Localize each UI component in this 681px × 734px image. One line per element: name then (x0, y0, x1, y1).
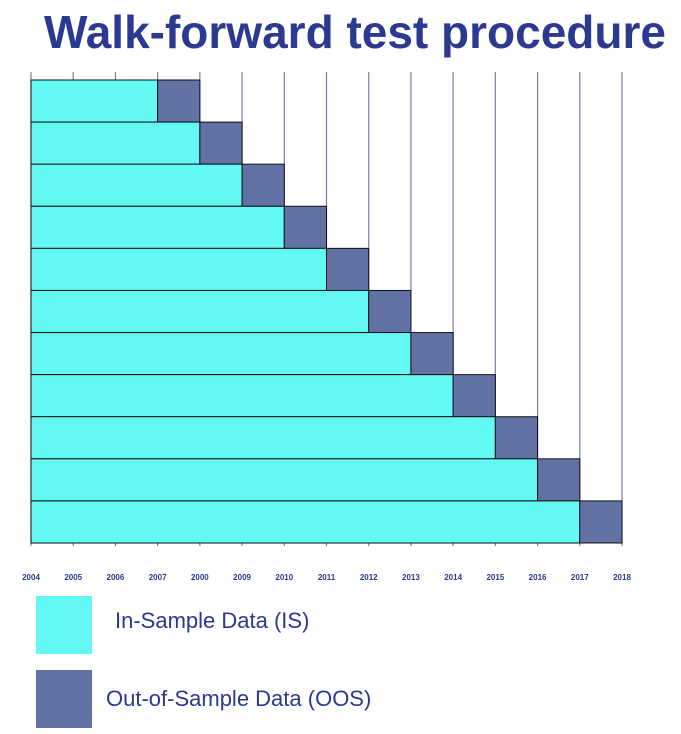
legend-label: In-Sample Data (IS) (115, 608, 309, 633)
is-bar (30, 289, 370, 334)
is-bar (30, 458, 539, 502)
x-tick-label: 2015 (486, 573, 504, 582)
x-tick-label: 2007 (149, 573, 167, 582)
is-bar (30, 374, 454, 418)
is-bar (30, 163, 243, 207)
legend-swatch (36, 596, 92, 654)
x-tick-label: 2010 (275, 573, 293, 582)
chart-title: Walk-forward test procedure (44, 6, 666, 58)
is-bar (30, 247, 327, 291)
x-tick-label: 2017 (571, 573, 589, 582)
x-tick-label: 2013 (402, 573, 420, 582)
is-bar (30, 332, 412, 376)
is-bar (30, 416, 496, 460)
legend-swatch (36, 670, 92, 728)
oos-bar (452, 374, 496, 418)
x-tick-label: 2012 (360, 573, 378, 582)
is-bar (30, 500, 581, 544)
x-tick-label: 2006 (107, 573, 125, 582)
x-tick-label: 2016 (529, 573, 547, 582)
x-tick-label: 2004 (22, 573, 40, 582)
is-bar (30, 205, 285, 249)
oos-bar (579, 500, 623, 544)
oos-bar (368, 289, 412, 334)
x-tick-label: 2014 (444, 573, 462, 582)
oos-bar (494, 416, 539, 460)
is-bar (30, 79, 159, 123)
x-tick-label: 2000 (191, 573, 209, 582)
oos-bar (326, 247, 370, 291)
oos-bar (410, 332, 454, 376)
oos-bar (157, 79, 201, 123)
x-tick-label: 2009 (233, 573, 251, 582)
is-bar (30, 121, 201, 165)
x-tick-label: 2005 (64, 573, 82, 582)
oos-bar (199, 121, 243, 165)
x-tick-label: 2011 (318, 573, 336, 582)
x-tick-label: 2018 (613, 573, 631, 582)
oos-bar (283, 205, 327, 249)
oos-bar (537, 458, 581, 502)
oos-bar (241, 163, 285, 207)
legend-label: Out-of-Sample Data (OOS) (106, 686, 371, 711)
